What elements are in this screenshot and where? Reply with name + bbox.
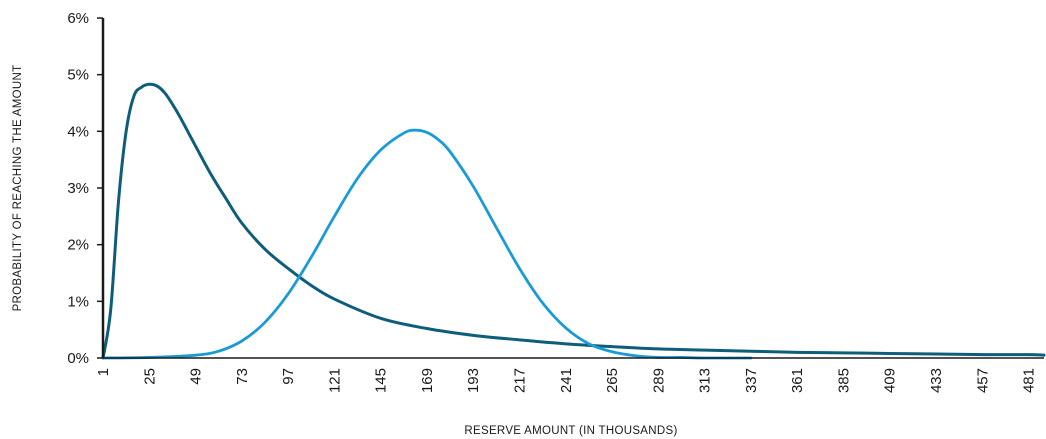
x-tick-label: 361 [789, 368, 806, 393]
y-tick-label: 3% [67, 180, 89, 197]
x-tick-label: 289 [650, 368, 667, 393]
x-tick-label: 97 [280, 368, 297, 385]
y-axis-title: PROBABILITY OF REACHING THE AMOUNT [12, 65, 24, 312]
y-axis-ticks: 0% 1% 2% 3% 4% 5% 6% [67, 10, 103, 367]
y-tick-label: 5% [67, 67, 89, 84]
x-tick-label: 217 [512, 368, 529, 393]
y-tick-label: 2% [67, 237, 89, 254]
series-line-2 [101, 128, 753, 360]
x-tick-label: 457 [974, 368, 991, 393]
x-tick-label: 25 [141, 368, 158, 385]
x-tick-label: 433 [928, 368, 945, 393]
x-tick-label: 337 [743, 368, 760, 393]
x-tick-label: 313 [697, 368, 714, 393]
x-tick-label: 169 [419, 368, 436, 393]
y-tick-label: 6% [67, 10, 89, 27]
x-tick-label: 265 [604, 368, 621, 393]
y-tick-label: 0% [67, 350, 89, 367]
x-axis-title: RESERVE AMOUNT (IN THOUSANDS) [464, 425, 677, 437]
x-tick-label: 241 [558, 368, 575, 393]
x-tick-label: 1 [95, 368, 112, 376]
plot-lines [101, 82, 1046, 360]
series-line-1 [101, 82, 1046, 360]
x-tick-label: 385 [835, 368, 852, 393]
x-tick-label: 145 [373, 368, 390, 393]
x-axis-ticks: 1 25 49 73 97 121 145 169 193 217 241 265 289 313 337 3… [95, 368, 1038, 393]
x-tick-label: 49 [188, 368, 205, 385]
x-tick-label: 409 [882, 368, 899, 393]
y-tick-label: 1% [67, 293, 89, 310]
x-tick-label: 481 [1021, 368, 1038, 393]
x-tick-label: 121 [326, 368, 343, 393]
x-tick-label: 73 [234, 368, 251, 385]
x-tick-label: 193 [465, 368, 482, 393]
y-tick-label: 4% [67, 123, 89, 140]
